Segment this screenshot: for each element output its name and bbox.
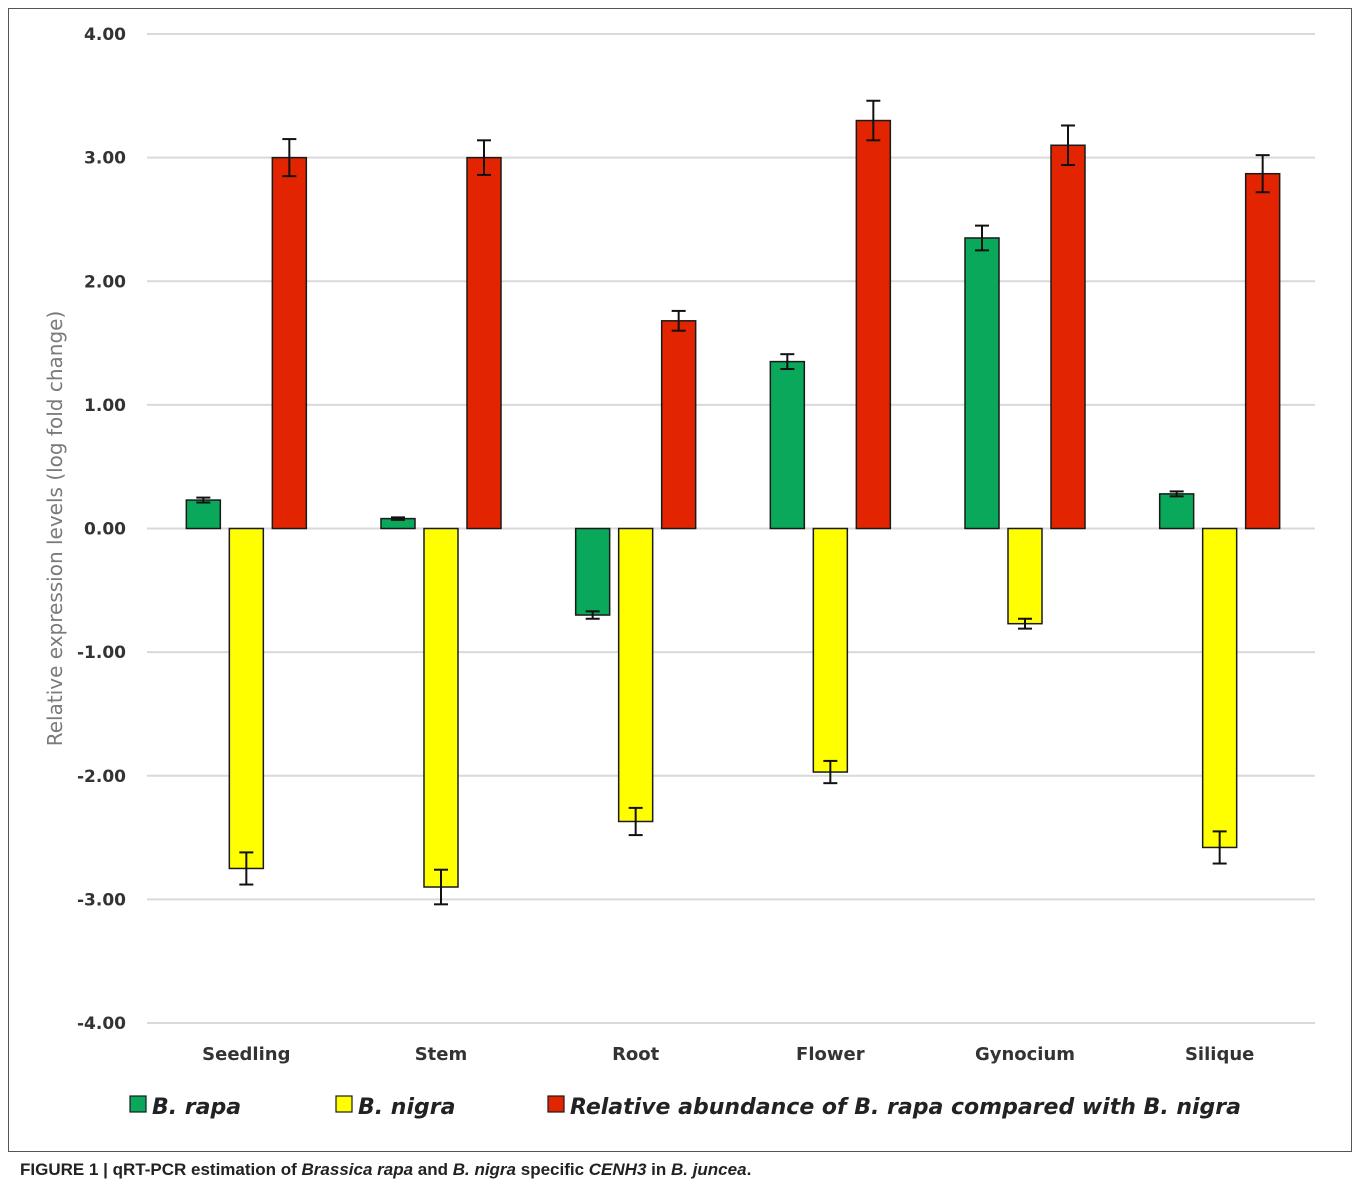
legend-label: B. nigra [358, 1095, 455, 1120]
bar [228, 527, 265, 870]
bar [855, 119, 892, 530]
legend-swatch [547, 1095, 565, 1113]
caption-text-2: and [413, 1160, 453, 1179]
caption-text-5: . [746, 1160, 752, 1179]
bar [185, 499, 222, 530]
bar [271, 156, 308, 530]
bar [812, 527, 849, 773]
y-tick-label: -4.00 [77, 1014, 126, 1034]
caption-species-1: Brassica rapa [301, 1160, 414, 1179]
y-tick-label: -3.00 [77, 890, 126, 910]
legend-swatch [335, 1095, 353, 1113]
x-tick-label: Flower [796, 1044, 865, 1065]
bar [1007, 527, 1043, 625]
y-tick-label: 1.00 [84, 396, 126, 416]
legend-swatch [129, 1095, 147, 1113]
bar [660, 320, 697, 530]
legend-label: B. rapa [152, 1095, 241, 1120]
caption-text-3: specific [516, 1160, 589, 1179]
figure-caption: FIGURE 1 | qRT-PCR estimation of Brassic… [20, 1160, 751, 1180]
bar [964, 237, 1000, 530]
y-tick-label: -2.00 [77, 767, 126, 787]
bar [1201, 527, 1238, 849]
caption-species-3: B. juncea [670, 1160, 747, 1179]
bar [1050, 144, 1086, 530]
y-tick-label: 0.00 [84, 520, 126, 540]
y-tick-label: -1.00 [77, 643, 126, 663]
bar [1158, 493, 1195, 530]
caption-species-2: B. nigra [452, 1160, 517, 1179]
x-tick-label: Gynocium [975, 1044, 1075, 1065]
bar [423, 527, 459, 888]
x-tick-label: Seedling [202, 1044, 290, 1065]
x-tick-label: Stem [415, 1044, 468, 1065]
bar [769, 360, 806, 530]
caption-label: FIGURE 1 | [20, 1160, 113, 1179]
caption-text-4: in [646, 1160, 671, 1179]
y-tick-label: 3.00 [84, 149, 126, 169]
x-tick-label: Root [612, 1044, 660, 1065]
bar [1244, 172, 1281, 530]
bar [574, 527, 611, 616]
y-tick-label: 2.00 [84, 272, 126, 292]
caption-text-1: qRT-PCR estimation of [112, 1160, 302, 1179]
y-tick-label: 4.00 [84, 25, 126, 45]
legend-label: Relative abundance of B. rapa compared w… [570, 1095, 1241, 1120]
x-tick-label: Silique [1185, 1044, 1254, 1065]
bar [466, 156, 502, 530]
bar-chart: 4.00 3.00 2.00 1.00 0.00 -1.00 -2.00 -3.00 -4.00… [43, 25, 1315, 1120]
y-axis-label: Relative expression levels (log fold cha… [43, 311, 67, 747]
caption-gene: CENH3 [588, 1160, 647, 1179]
bar [617, 527, 654, 823]
